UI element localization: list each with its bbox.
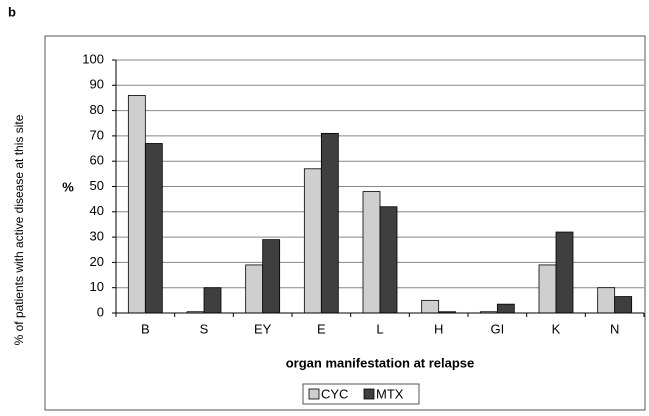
- y-tick-label: 100: [82, 51, 104, 66]
- bar: [362, 191, 381, 314]
- bar: [421, 299, 440, 314]
- bar: [127, 95, 146, 314]
- y-tick-label: 20: [90, 254, 104, 269]
- panel-label: b: [8, 4, 16, 19]
- bar: [303, 168, 322, 314]
- y-tick-label: 90: [90, 77, 104, 92]
- y-tick-label: 30: [90, 229, 104, 244]
- bar: [496, 303, 515, 314]
- bar: [245, 264, 264, 314]
- chart-frame: [44, 35, 646, 411]
- bar: [555, 231, 574, 314]
- legend-swatch: [363, 388, 375, 400]
- bar: [203, 287, 222, 314]
- x-axis-label: organ manifestation at relapse: [286, 355, 475, 370]
- y-tick-label: 0: [97, 304, 104, 319]
- x-tick-label: EY: [254, 321, 272, 336]
- legend-label: MTX: [376, 386, 404, 401]
- bar: [538, 264, 557, 314]
- bar: [379, 206, 398, 314]
- legend-label: CYC: [321, 386, 348, 401]
- legend-swatch: [308, 388, 320, 400]
- bar: [262, 239, 281, 314]
- y-unit-label: %: [62, 179, 74, 194]
- bar: [614, 296, 633, 314]
- x-tick-label: S: [200, 321, 209, 336]
- bar: [597, 287, 616, 314]
- y-tick-label: 40: [90, 203, 104, 218]
- y-tick-label: 10: [90, 279, 104, 294]
- x-tick-label: GI: [490, 321, 504, 336]
- y-tick-label: 60: [90, 153, 104, 168]
- y-tick-label: 80: [90, 102, 104, 117]
- x-tick-label: N: [610, 321, 619, 336]
- x-tick-label: E: [317, 321, 326, 336]
- x-tick-label: B: [141, 321, 150, 336]
- bar: [320, 132, 339, 314]
- x-tick-label: H: [434, 321, 443, 336]
- legend-box: [302, 383, 420, 405]
- x-tick-label: K: [552, 321, 561, 336]
- bar: [144, 143, 163, 314]
- y-tick-label: 50: [90, 178, 104, 193]
- x-tick-label: L: [376, 321, 383, 336]
- y-tick-label: 70: [90, 127, 104, 142]
- y-axis-label: % of patients with active disease at thi…: [12, 114, 26, 345]
